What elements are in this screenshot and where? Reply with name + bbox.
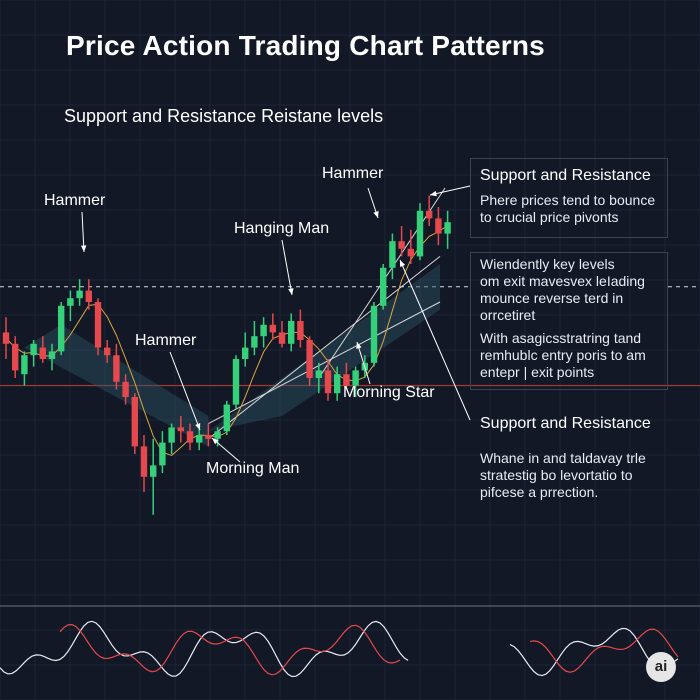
candle-body bbox=[435, 218, 442, 234]
candle-body bbox=[94, 302, 102, 348]
candle-body bbox=[214, 431, 221, 439]
candle-body bbox=[168, 427, 175, 443]
annotation-morning-man: Morning Man bbox=[206, 460, 300, 477]
panel-mid-line-2: om exit mavesvex leIading bbox=[480, 273, 645, 289]
candle-body bbox=[315, 370, 322, 378]
candle-body bbox=[2, 332, 10, 344]
candle-body bbox=[104, 347, 111, 356]
annotation-arrow-1 bbox=[81, 211, 85, 253]
annotation-hammer-left: Hammer bbox=[44, 192, 106, 209]
annotation-arrowhead bbox=[80, 245, 87, 252]
candle-body bbox=[39, 347, 46, 359]
candle-body bbox=[398, 241, 405, 249]
candle-body bbox=[407, 248, 414, 257]
panel-mid-line-3: mounce reverse terd in bbox=[480, 290, 624, 306]
oscillator-line-4 bbox=[529, 628, 679, 673]
candle-body bbox=[85, 290, 92, 302]
panel-mid-line-6: remhublc entry poris to am bbox=[480, 347, 646, 363]
annotation-arrow-2 bbox=[169, 351, 201, 431]
candle-body bbox=[380, 267, 387, 306]
candle-body bbox=[306, 340, 313, 378]
candle-body bbox=[251, 336, 258, 348]
page-subtitle: Support and Resistance Reistane levels bbox=[64, 106, 384, 126]
candle-body bbox=[113, 355, 120, 382]
candle-body bbox=[426, 210, 433, 219]
candle-body bbox=[352, 370, 359, 386]
candle-body bbox=[12, 343, 19, 371]
annotation-hanging-man: Hanging Man bbox=[234, 220, 330, 237]
annotation-hammer-mid: Hammer bbox=[135, 332, 197, 349]
trendline-2 bbox=[208, 301, 441, 425]
candle-body bbox=[370, 305, 378, 363]
info-panel-mid bbox=[470, 252, 668, 390]
candle-body bbox=[223, 404, 230, 432]
candle-body bbox=[196, 435, 203, 443]
candle-body bbox=[242, 347, 249, 359]
candle-body bbox=[177, 427, 184, 432]
panel-top-line-2: to crucial price pivonts bbox=[480, 209, 619, 225]
annotation-arrow-4 bbox=[281, 239, 293, 296]
annotation-arrow-6 bbox=[356, 341, 371, 385]
trendline-1 bbox=[208, 256, 441, 440]
panel-bottom-line-2: stratestig bo levortatio to bbox=[480, 467, 633, 483]
panel-bottom-line-3: pifcese a prrection. bbox=[480, 484, 599, 500]
panel-mid-line-4: orrcetiret bbox=[480, 307, 536, 323]
candle-body bbox=[269, 324, 276, 333]
annotation-arrowhead bbox=[430, 190, 437, 197]
panel-mid-line-7: entepr | exit points bbox=[480, 364, 595, 380]
candle-body bbox=[334, 374, 341, 394]
candle-body bbox=[324, 370, 332, 394]
candle-body bbox=[122, 381, 129, 397]
candle-body bbox=[389, 241, 396, 268]
candle-body bbox=[150, 465, 157, 477]
annotation-arrowhead bbox=[356, 342, 362, 349]
panel-mid-line-1: Wiendently key levels bbox=[480, 256, 615, 272]
ai-logo: ai bbox=[646, 652, 676, 682]
annotation-arrow-8 bbox=[399, 259, 471, 421]
annotation-arrowhead bbox=[288, 288, 294, 295]
annotation-arrowhead bbox=[212, 438, 219, 445]
candle-body bbox=[416, 210, 424, 257]
candle-body bbox=[232, 359, 240, 405]
candle-body bbox=[297, 321, 304, 340]
candle-body bbox=[159, 442, 166, 466]
candle-body bbox=[76, 290, 83, 299]
oscillator-panel bbox=[0, 605, 700, 678]
annotation-hammer-top: Hammer bbox=[322, 165, 384, 182]
candle-body bbox=[444, 222, 451, 234]
annotation-morning-star: Morning Star bbox=[343, 384, 435, 401]
annotation-arrowhead bbox=[400, 260, 406, 267]
candle-body bbox=[260, 324, 267, 337]
candle-body bbox=[205, 435, 212, 439]
annotation-arrowhead bbox=[195, 423, 201, 430]
panel-mid-line-5: With asagicsstratring tand bbox=[480, 330, 642, 346]
oscillator-line-1 bbox=[0, 620, 409, 678]
candle-body bbox=[288, 321, 295, 344]
candle-body bbox=[30, 343, 37, 356]
candle-body bbox=[48, 351, 56, 359]
candle-body bbox=[131, 397, 138, 447]
annotation-arrow-7 bbox=[429, 185, 471, 196]
candle-body bbox=[140, 446, 148, 477]
candle-body bbox=[278, 332, 286, 344]
candle-body bbox=[21, 355, 28, 375]
panel-bottom-line-1: Whane in and taldavay trle bbox=[480, 450, 646, 466]
candlestick-chart bbox=[0, 185, 700, 515]
panel-top-heading: Support and Resistance bbox=[480, 167, 651, 184]
page-title: Price Action Trading Chart Patterns bbox=[66, 30, 545, 61]
info-panel-top bbox=[470, 158, 668, 238]
candle-body bbox=[343, 374, 350, 386]
panel-bottom-heading: Support and Resistance bbox=[480, 415, 651, 432]
candle-body bbox=[58, 305, 65, 352]
candle-body bbox=[67, 298, 74, 306]
candle-body bbox=[186, 431, 194, 443]
annotation-arrowhead bbox=[373, 211, 379, 218]
oscillator-line-2 bbox=[59, 623, 401, 676]
panel-top-line-1: Phere prices tend to bounce bbox=[480, 192, 656, 208]
